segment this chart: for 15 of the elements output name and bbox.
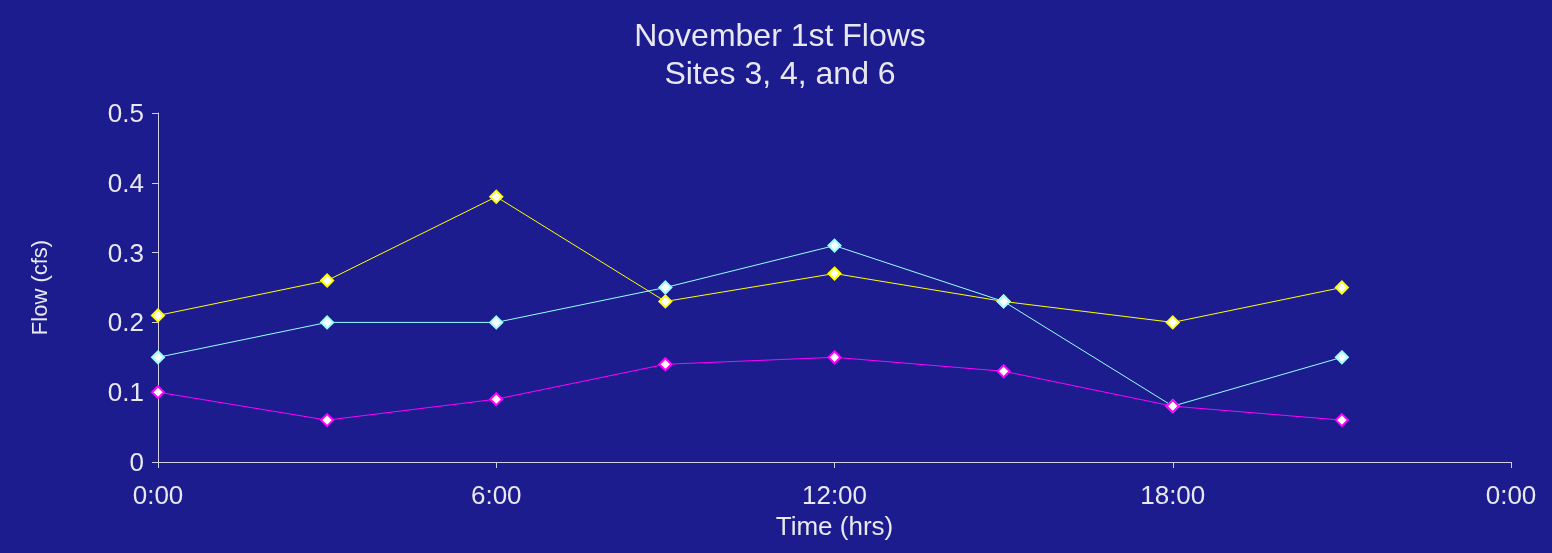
x-tick-label: 18:00 <box>1140 480 1206 510</box>
x-axis-title: Time (hrs) <box>775 510 894 541</box>
y-tick-label: 0.5 <box>107 98 144 128</box>
y-tick-label: 0.1 <box>107 377 144 408</box>
chart-subtitle: Sites 3, 4, and 6 <box>664 55 896 91</box>
y-tick-label: 0 <box>129 447 144 477</box>
y-tick-label: 0.3 <box>107 237 144 268</box>
y-tick-label: 0.2 <box>107 307 144 338</box>
chart-title: November 1st Flows <box>634 17 926 53</box>
x-tick-label: 12:00 <box>801 480 868 510</box>
y-tick-label: 0.4 <box>107 167 144 198</box>
x-tick-label: 0:00 <box>132 480 184 510</box>
y-axis-title: Flow (cfs) <box>26 239 52 336</box>
x-tick-label: 6:00 <box>470 480 522 510</box>
x-tick-label: 0:00 <box>1485 480 1537 510</box>
